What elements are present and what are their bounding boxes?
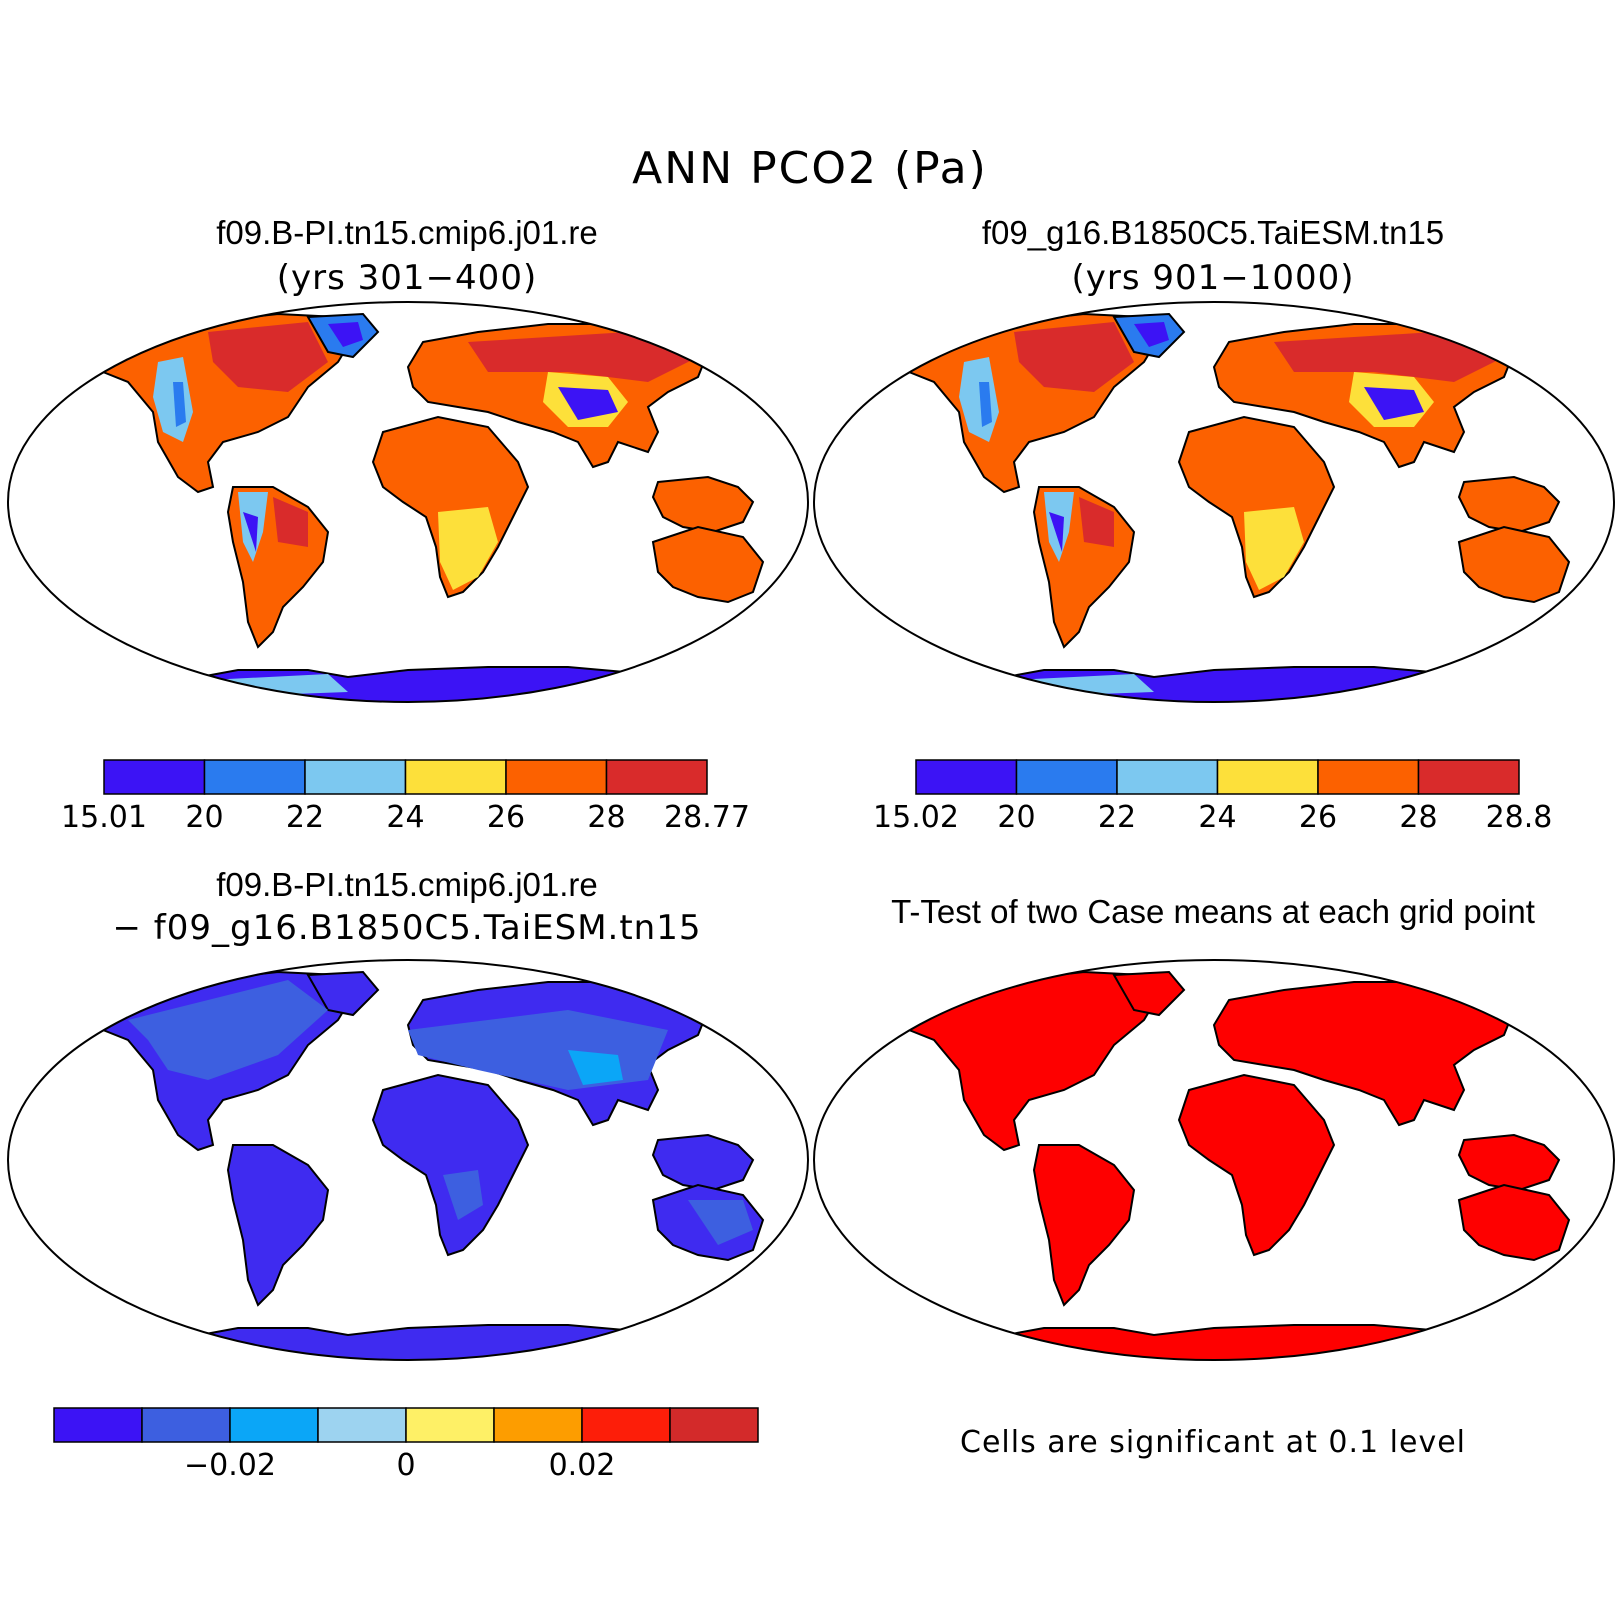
main-title: ANN PCO2 (Pa) xyxy=(632,143,988,194)
map-panel2 xyxy=(813,301,1615,703)
panel2-title: f09_g16.B1850C5.TaiESM.tn15 xyxy=(981,214,1445,251)
colorbar-swatch xyxy=(317,1407,407,1443)
panel3-title: f09.B-PI.tn15.cmip6.j01.re xyxy=(216,866,598,903)
colorbar-label: 28.77 xyxy=(664,800,750,835)
colorbar-swatch xyxy=(505,759,608,795)
colorbar-label: 26 xyxy=(1299,800,1337,835)
colorbar-label: 20 xyxy=(185,800,223,835)
colorbar-label: 0.02 xyxy=(549,1448,616,1483)
colorbar-label: 28 xyxy=(587,800,625,835)
colorbar-label: 24 xyxy=(1198,800,1236,835)
colorbar-label: 26 xyxy=(487,800,525,835)
colorbar-swatch xyxy=(1317,759,1420,795)
colorbar-swatch xyxy=(405,1407,495,1443)
colorbar-swatch xyxy=(304,759,407,795)
colorbar-swatch xyxy=(605,759,708,795)
colorbar-swatch xyxy=(404,759,507,795)
panel4-title: T-Test of two Case means at each grid po… xyxy=(891,893,1535,930)
colorbar-swatch xyxy=(53,1407,143,1443)
colorbar-label: 20 xyxy=(997,800,1035,835)
colorbar-label: −0.02 xyxy=(184,1448,276,1483)
colorbar-label: 24 xyxy=(386,800,424,835)
colorbar-label: 28 xyxy=(1399,800,1437,835)
colorbar-label: 15.02 xyxy=(873,800,959,835)
colorbar-swatch xyxy=(1216,759,1319,795)
colorbar-swatch xyxy=(1417,759,1520,795)
colorbar-label: 22 xyxy=(286,800,324,835)
colorbar-label: 15.01 xyxy=(61,800,147,835)
colorbar-swatch xyxy=(1116,759,1219,795)
colorbar-panel3: −0.02 0 0.02 xyxy=(53,1407,759,1483)
panel3-subtitle: − f09_g16.B1850C5.TaiESM.tn15 xyxy=(112,908,702,948)
colorbar-swatch xyxy=(229,1407,319,1443)
colorbar-swatch xyxy=(669,1407,759,1443)
colorbar-swatch xyxy=(203,759,306,795)
map-panel4 xyxy=(813,959,1615,1361)
panel2-subtitle: (yrs 901−1000) xyxy=(1071,258,1355,298)
map-panel3 xyxy=(7,959,809,1361)
colorbar-swatch xyxy=(103,759,206,795)
colorbar-swatch xyxy=(141,1407,231,1443)
colorbar-panel1: 15.01 20 22 24 26 28 28.77 xyxy=(61,759,750,835)
colorbar-label: 28.8 xyxy=(1486,800,1553,835)
colorbar-swatch xyxy=(581,1407,671,1443)
colorbar-swatch xyxy=(493,1407,583,1443)
colorbar-label: 22 xyxy=(1098,800,1136,835)
colorbar-swatch xyxy=(1015,759,1118,795)
panel1-subtitle: (yrs 301−400) xyxy=(276,258,538,298)
colorbar-label: 0 xyxy=(396,1448,415,1483)
ttest-note: Cells are significant at 0.1 level xyxy=(959,1425,1467,1460)
map-panel1 xyxy=(7,301,809,703)
colorbar-swatch xyxy=(915,759,1018,795)
panel1-title: f09.B-PI.tn15.cmip6.j01.re xyxy=(216,214,598,251)
colorbar-panel2: 15.02 20 22 24 26 28 28.8 xyxy=(873,759,1553,835)
